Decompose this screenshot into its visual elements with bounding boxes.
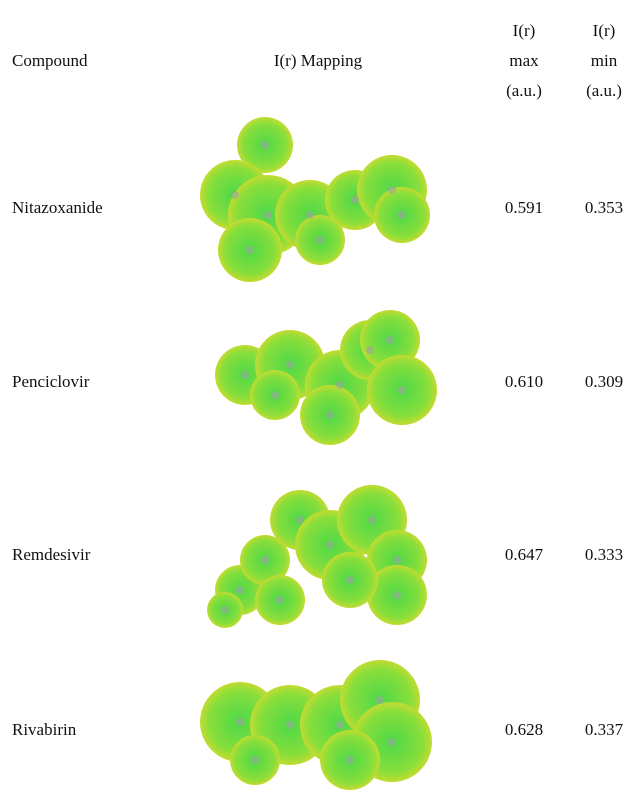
header-cell: I(r) [513,21,536,40]
atom [376,696,384,704]
atom [336,381,344,389]
atom [236,718,244,726]
atom [336,721,344,729]
max-value: 0.628 [505,720,543,739]
atom [368,516,376,524]
atom [261,141,269,149]
compound-name: Nitazoxanide [12,198,103,217]
atom [276,596,284,604]
atom [366,346,374,354]
min-value: 0.309 [585,372,623,391]
atom [351,196,359,204]
header-cell: max [509,51,539,70]
atom [271,391,279,399]
surface-map [200,117,430,282]
surface-map [200,660,432,790]
atom [296,516,304,524]
atom [286,721,294,729]
surface-map [215,310,437,445]
atom [236,586,244,594]
atom [221,606,229,614]
atom [231,191,239,199]
min-value: 0.353 [585,198,623,217]
min-value: 0.337 [585,720,624,739]
atom [388,738,396,746]
max-value: 0.591 [505,198,543,217]
compound-name: Remdesivir [12,545,91,564]
atom [393,556,401,564]
atom [386,336,394,344]
max-value: 0.610 [505,372,543,391]
compound-name: Penciclovir [12,372,90,391]
surface-map [207,485,427,628]
mappings [200,117,437,790]
atom [306,211,314,219]
header-cell: I(r) [593,21,616,40]
atom [251,756,259,764]
header-cell: Compound [12,51,88,70]
header-cell: (a.u.) [506,81,542,100]
max-value: 0.647 [505,545,544,564]
atom [346,576,354,584]
table: Compound I(r) Mapping I(r) max (a.u.) I(… [0,0,641,808]
rows: Nitazoxanide 0.591 0.353 Penciclovir 0.610 0.… [12,198,624,739]
header-cell: (a.u.) [586,81,622,100]
atom [398,386,406,394]
page: Compound I(r) Mapping I(r) max (a.u.) I(… [0,0,641,808]
atom [316,236,324,244]
atom [388,186,396,194]
atom [246,246,254,254]
atom [326,541,334,549]
atom [261,556,269,564]
atom [264,211,272,219]
header-cell: min [591,51,618,70]
header-cell: I(r) Mapping [274,51,363,70]
atom [326,411,334,419]
min-value: 0.333 [585,545,623,564]
compound-name: Rivabirin [12,720,77,739]
atom [286,361,294,369]
atom [393,591,401,599]
atom [241,371,249,379]
atom [398,211,406,219]
atom [346,756,354,764]
